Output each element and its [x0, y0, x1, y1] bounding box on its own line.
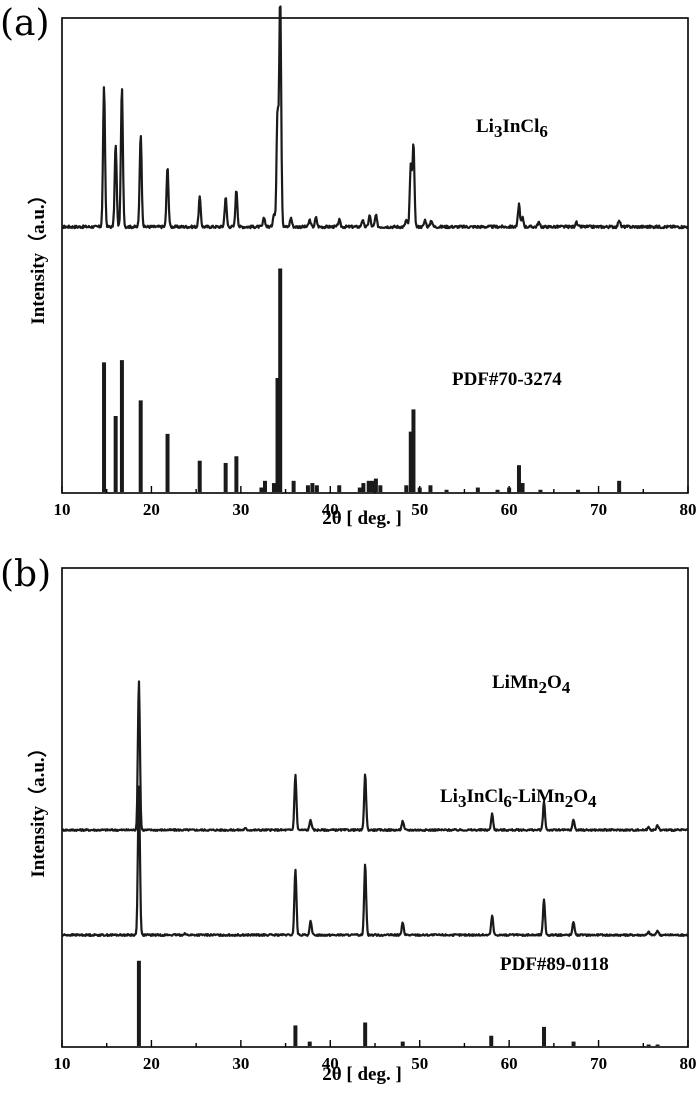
x-tick-label: 10 [54, 1054, 71, 1073]
series-label-pdf-89-0118: PDF#89-0118 [500, 954, 609, 975]
series-label-li3incl6: Li3InCl6 [476, 116, 548, 141]
y-axis-label-a: Intensity（a.u.） [26, 185, 49, 324]
x-tick-label: 60 [501, 1054, 518, 1073]
series-label-limn2o4: LiMn2O4 [492, 672, 571, 697]
x-tick-label: 20 [143, 1054, 160, 1073]
x-tick-label: 50 [411, 500, 428, 519]
x-tick-label: 40 [322, 500, 339, 519]
x-tick-label: 30 [232, 1054, 249, 1073]
plot-frame-a [61, 17, 689, 494]
panel-b: (b) 10 20 30 40 50 60 70 80 LiMn2O4 Li3InCl6-Li… [0, 554, 697, 1085]
x-axis-label-a: 2θ [ deg. ] [322, 508, 402, 529]
x-tick-label: 60 [501, 500, 518, 519]
pattern-trace [61, 785, 689, 938]
x-tick-label: 10 [54, 500, 71, 519]
pattern-trace [61, 680, 690, 833]
series-label-pdf-70-3274: PDF#70-3274 [452, 369, 562, 390]
x-tick-label: 70 [590, 1054, 607, 1073]
pattern-trace [61, 5, 690, 230]
series-group-b [61, 680, 690, 1046]
panel-label-a: (a) [0, 3, 50, 44]
x-ticks-a: 10 20 30 40 50 60 70 80 [54, 486, 697, 519]
series-group-a [61, 5, 690, 492]
x-tick-label: 70 [590, 500, 607, 519]
panel-label-b: (b) [0, 554, 51, 595]
series-label-li3incl6-limn2o4: Li3InCl6-LiMn2O4 [440, 786, 597, 811]
x-tick-label: 50 [411, 1054, 428, 1073]
x-ticks-b: 10 20 30 40 50 60 70 80 [54, 1040, 697, 1073]
x-tick-label: 30 [232, 500, 249, 519]
x-tick-label: 80 [680, 1054, 697, 1073]
x-tick-label: 40 [322, 1054, 339, 1073]
panel-a: (a) 10 20 30 40 50 60 70 80 Li3InCl6 PDF#70-327… [0, 3, 697, 529]
y-axis-label-b: Intensity（a.u.） [26, 738, 49, 877]
x-tick-label: 80 [680, 500, 697, 519]
x-tick-label: 20 [143, 500, 160, 519]
x-axis-label-b: 2θ [ deg. ] [322, 1064, 402, 1085]
